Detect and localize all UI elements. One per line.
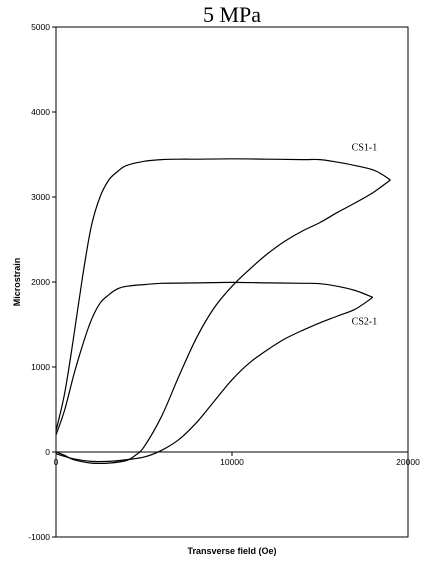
annotations: CS1-1 CS2-1 [352,142,378,327]
y-tick-label: -1000 [28,532,50,542]
y-tick-label: 1000 [31,362,50,372]
y-tick-label: 0 [45,447,50,457]
series-line-cs1-1-lower [55,179,391,465]
series-line-cs2-1-lower [55,296,374,463]
y-tick-label: 5000 [31,22,50,32]
chart-title: 5 MPa [203,2,261,27]
y-axis-ticks: -1000 0 1000 2000 3000 4000 5000 [28,22,56,542]
series-group [55,158,391,465]
y-tick-label: 3000 [31,192,50,202]
x-axis-ticks: 0 10000 20000 [54,452,420,467]
annotation-cs1-1: CS1-1 [352,142,378,153]
series-line-cs1-1-upper [55,158,391,431]
x-tick-label: 0 [54,457,59,467]
annotation-cs2-1: CS2-1 [352,317,378,328]
x-tick-label: 10000 [220,457,244,467]
y-tick-label: 4000 [31,107,50,117]
series-line-cs2-1-upper [55,281,374,436]
y-tick-label: 2000 [31,277,50,287]
x-axis-label: Transverse field (Oe) [187,546,276,556]
y-axis-label: Microstrain [12,258,22,307]
x-tick-label: 20000 [396,457,420,467]
